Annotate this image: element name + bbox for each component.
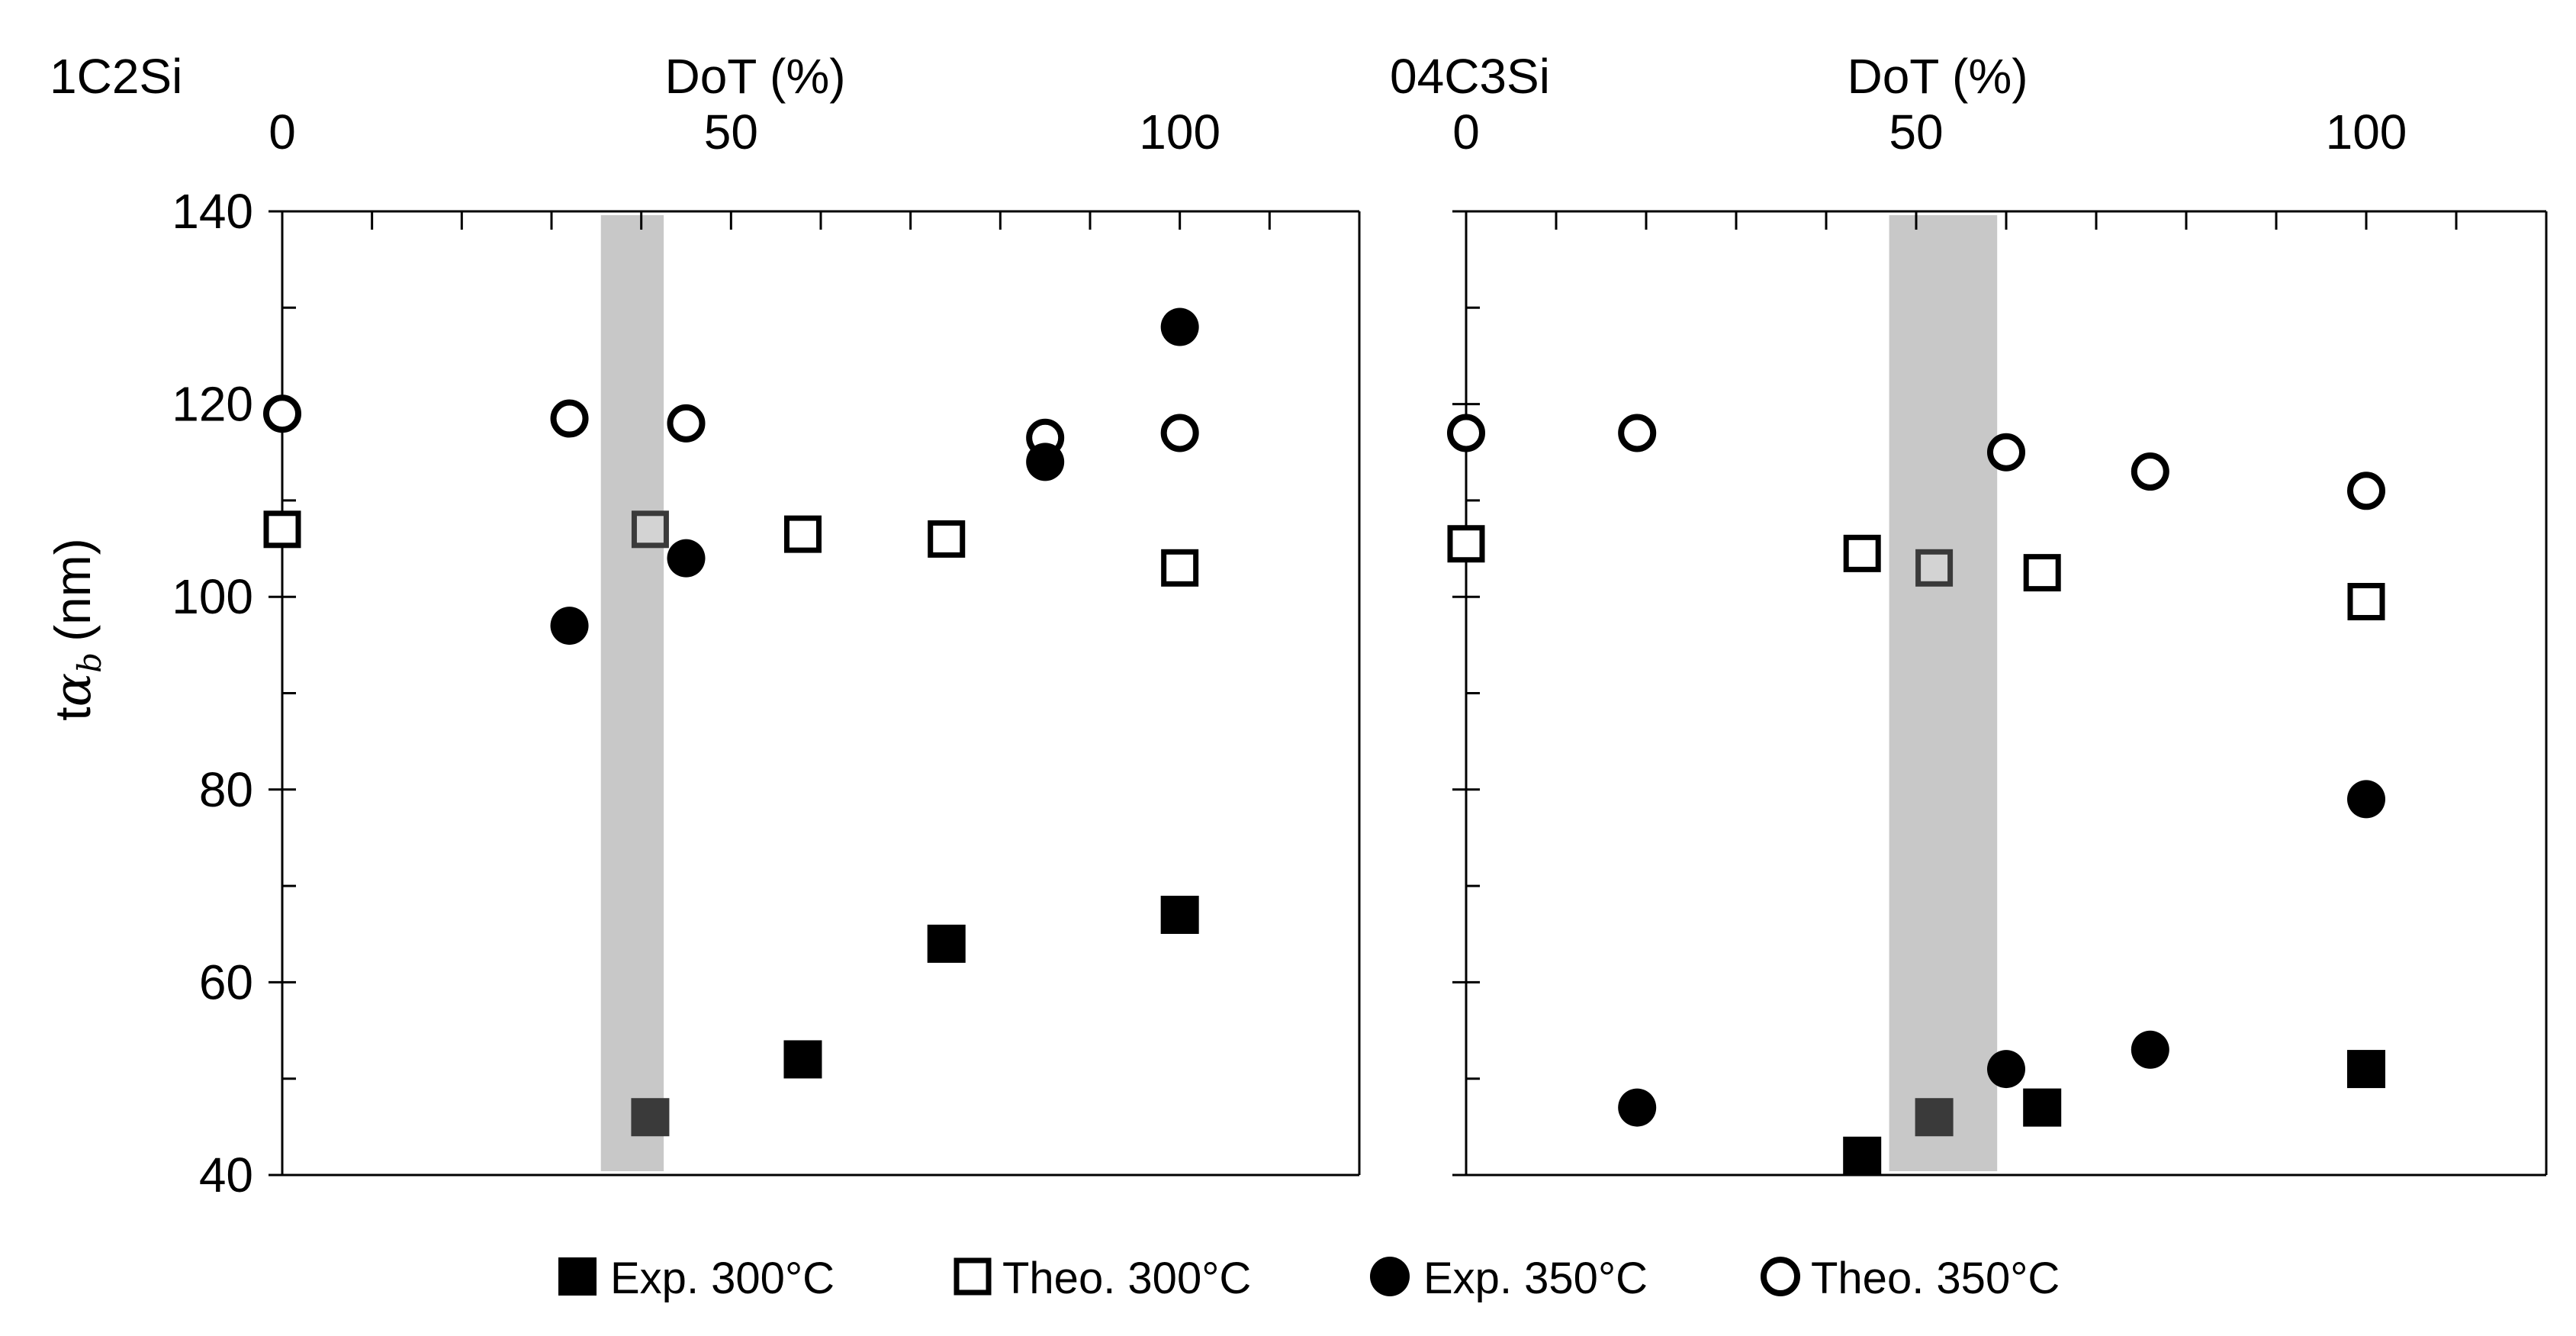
data-point-filled-square <box>2347 1050 2385 1089</box>
y-tick-label: 80 <box>199 762 253 817</box>
data-point-filled-square <box>783 1040 822 1079</box>
data-point-filled-square <box>2023 1088 2062 1127</box>
y-axis-title-sub: b <box>71 652 108 673</box>
data-point-open-square <box>631 510 669 549</box>
data-point-open-circle <box>263 394 301 433</box>
data-point-filled-square <box>927 924 966 963</box>
legend-label: Theo. 300°C <box>1002 1254 1251 1303</box>
legend-marker-filled-circle <box>1370 1257 1410 1296</box>
data-point-open-square <box>1161 549 1199 587</box>
y-tick-label: 140 <box>172 184 253 239</box>
x-tick-label: 100 <box>1139 105 1220 159</box>
x-tick-label: 50 <box>704 105 758 159</box>
y-axis-title-unit: (nm) <box>44 538 101 642</box>
data-point-filled-circle <box>1026 443 1065 481</box>
x-tick-label: 0 <box>1452 105 1480 159</box>
x-tick-label: 0 <box>269 105 296 159</box>
data-point-open-circle <box>1618 414 1657 452</box>
data-point-open-circle <box>667 404 706 443</box>
legend-label: Exp. 350°C <box>1423 1254 1648 1303</box>
data-point-filled-circle <box>1618 1088 1657 1127</box>
axis-ticks: 0 50 100 <box>1452 105 2548 1177</box>
data-marks <box>263 307 1199 1137</box>
y-axis-title-symbol: α <box>43 673 102 707</box>
data-point-open-circle <box>2347 472 2385 510</box>
axis-ticks: 0 50 100 40 60 80 100 120 140 <box>172 105 1361 1202</box>
data-point-open-square <box>1447 525 1485 563</box>
data-point-open-circle <box>550 399 589 438</box>
y-tick-label: 60 <box>199 955 253 1009</box>
data-point-open-square <box>2347 583 2385 621</box>
data-point-open-square <box>2023 554 2061 592</box>
legend-label: Theo. 350°C <box>1811 1254 2060 1303</box>
panel-label: 1C2Si <box>50 49 182 104</box>
legend-marker-open-square <box>954 1257 992 1296</box>
data-point-filled-circle <box>1160 307 1199 346</box>
y-tick-label: 40 <box>199 1148 253 1202</box>
data-point-open-circle <box>2131 452 2169 491</box>
data-point-open-circle <box>1447 414 1485 452</box>
legend-label: Exp. 300°C <box>610 1254 835 1303</box>
data-point-filled-square <box>1915 1098 1954 1137</box>
legend: Exp. 300°C Theo. 300°C Exp. 350°C Theo. … <box>558 1254 2060 1303</box>
x-tick-label: 100 <box>2326 105 2407 159</box>
legend-marker-filled-square <box>558 1257 597 1296</box>
data-point-open-square <box>263 510 301 549</box>
y-tick-label: 120 <box>172 377 253 432</box>
data-point-filled-circle <box>2347 780 2385 819</box>
data-point-open-square <box>928 520 966 558</box>
data-point-filled-square <box>1843 1136 1882 1175</box>
y-tick-label: 100 <box>172 569 253 624</box>
panel-label: 04C3Si <box>1390 49 1550 104</box>
data-marks <box>1447 414 2385 1175</box>
data-point-filled-square <box>1160 895 1199 934</box>
y-axis-title: tαb (nm) <box>43 538 108 720</box>
data-point-filled-circle <box>667 539 706 578</box>
panel-04c3si: 0 50 100 04C3Si DoT (%) <box>1390 49 2548 1177</box>
panel-1c2si: 0 50 100 40 60 80 100 120 140 1C2Si DoT (%) <box>50 49 1361 1202</box>
legend-marker-open-circle <box>1761 1257 1800 1296</box>
data-point-open-square <box>783 515 822 553</box>
x-axis-title: DoT (%) <box>1847 49 2028 104</box>
data-point-open-circle <box>1987 433 2025 472</box>
x-tick-label: 50 <box>1889 105 1943 159</box>
data-point-filled-circle <box>1987 1050 2025 1089</box>
shaded-band <box>1889 215 1998 1171</box>
shaded-band <box>600 215 664 1171</box>
data-point-filled-circle <box>2131 1030 2169 1069</box>
x-axis-title: DoT (%) <box>664 49 845 104</box>
data-point-filled-square <box>631 1098 670 1137</box>
data-point-open-square <box>1915 549 1954 587</box>
data-point-open-square <box>1843 534 1881 572</box>
y-axis-title-main: t <box>44 707 101 720</box>
data-point-open-circle <box>1160 414 1199 452</box>
data-point-filled-circle <box>550 607 589 645</box>
